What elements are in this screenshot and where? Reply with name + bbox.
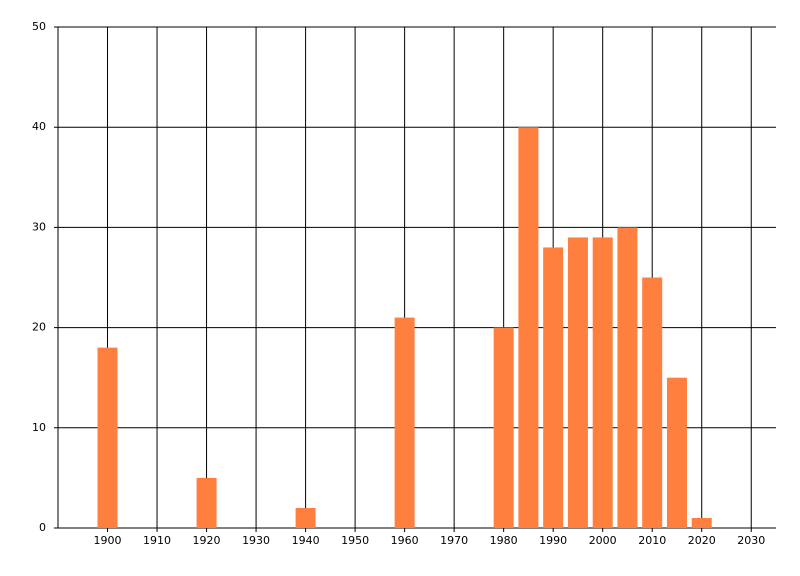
bar: [642, 277, 663, 528]
x-tick-label: 1900: [94, 534, 122, 547]
bar: [394, 317, 415, 528]
bar: [567, 237, 588, 529]
x-tick-label: 1930: [242, 534, 270, 547]
x-tick-label: 2010: [638, 534, 666, 547]
bar: [666, 377, 687, 528]
x-tick-label: 1960: [391, 534, 419, 547]
x-tick-label: 1940: [292, 534, 320, 547]
bar: [295, 507, 316, 528]
x-tick-label: 1950: [341, 534, 369, 547]
x-tick-label: 2020: [688, 534, 716, 547]
bar: [592, 237, 613, 529]
x-tick-label: 1990: [539, 534, 567, 547]
bar: [543, 247, 564, 528]
y-tick-label: 40: [32, 120, 46, 133]
x-tick-label: 1920: [193, 534, 221, 547]
bar: [691, 517, 712, 528]
x-tick-label: 2000: [589, 534, 617, 547]
y-tick-label: 20: [32, 321, 46, 334]
x-tick-label: 1910: [143, 534, 171, 547]
bar: [518, 127, 539, 528]
y-tick-label: 0: [39, 521, 46, 534]
y-tick-label: 10: [32, 421, 46, 434]
x-tick-label: 1970: [440, 534, 468, 547]
bar: [97, 347, 118, 528]
bar: [196, 477, 217, 528]
x-tick-label: 1980: [490, 534, 518, 547]
x-tick-label: 2030: [737, 534, 765, 547]
y-tick-label: 30: [32, 220, 46, 233]
bar: [493, 327, 514, 528]
bar: [617, 227, 638, 528]
y-tick-label: 50: [32, 20, 46, 33]
